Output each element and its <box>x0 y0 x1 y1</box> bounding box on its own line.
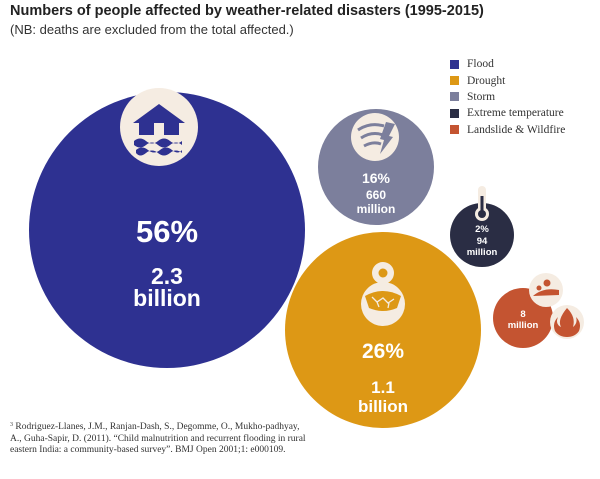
bubble-flood <box>29 92 305 368</box>
legend-swatch-storm <box>450 92 459 102</box>
legend-item-landslide: Landslide & Wildfire <box>450 122 565 138</box>
thermometer-icon <box>475 186 489 221</box>
drought-value-label: 1.1 <box>371 378 395 397</box>
drought-percent-label: 26% <box>362 340 404 363</box>
legend-swatch-extreme <box>450 108 459 118</box>
bubble-storm <box>318 109 434 225</box>
legend: Flood Drought Storm Extreme temperature … <box>450 56 565 138</box>
bubble-drought <box>285 232 481 428</box>
landslide-fire-icon <box>529 273 584 339</box>
extreme-value-label: 94 <box>477 236 488 247</box>
flood-value-unit: billion <box>133 285 201 311</box>
landslide-value-label: 8 <box>520 309 525 320</box>
cracked-earth-sun-icon <box>361 262 405 326</box>
storm-value-unit: million <box>357 202 396 216</box>
legend-item-drought: Drought <box>450 72 565 88</box>
legend-item-storm: Storm <box>450 89 565 105</box>
footnote: 3 Rodriguez-Llanes, J.M., Ranjan-Dash, S… <box>10 420 308 457</box>
legend-item-flood: Flood <box>450 56 565 72</box>
chart-subtitle: (NB: deaths are excluded from the total … <box>10 22 294 37</box>
extreme-value-unit: million <box>467 247 498 258</box>
storm-value-label: 660 <box>366 188 386 202</box>
extreme-percent-label: 2% <box>475 224 489 235</box>
flood-value-label: 2.3 <box>151 263 183 289</box>
footnote-marker: 3 <box>10 422 13 428</box>
storm-percent-label: 16% <box>362 170 391 186</box>
drought-value-unit: billion <box>358 397 408 416</box>
bubble-extreme-temperature <box>450 203 514 267</box>
landslide-value-unit: million <box>508 320 539 331</box>
legend-label-drought: Drought <box>467 74 506 87</box>
legend-item-extreme: Extreme temperature <box>450 105 565 121</box>
legend-label-storm: Storm <box>467 90 496 103</box>
legend-swatch-drought <box>450 76 459 86</box>
storm-swirl-icon <box>351 113 399 161</box>
footnote-text: Rodriguez-Llanes, J.M., Ranjan-Dash, S.,… <box>10 422 306 456</box>
flooded-house-icon <box>120 88 198 166</box>
legend-label-flood: Flood <box>467 58 494 71</box>
legend-label-extreme: Extreme temperature <box>467 107 564 120</box>
legend-label-landslide: Landslide & Wildfire <box>467 123 566 136</box>
flood-percent-label: 56% <box>136 214 198 249</box>
chart-title: Numbers of people affected by weather-re… <box>10 3 484 19</box>
legend-swatch-flood <box>450 59 459 69</box>
legend-swatch-landslide <box>450 125 459 135</box>
